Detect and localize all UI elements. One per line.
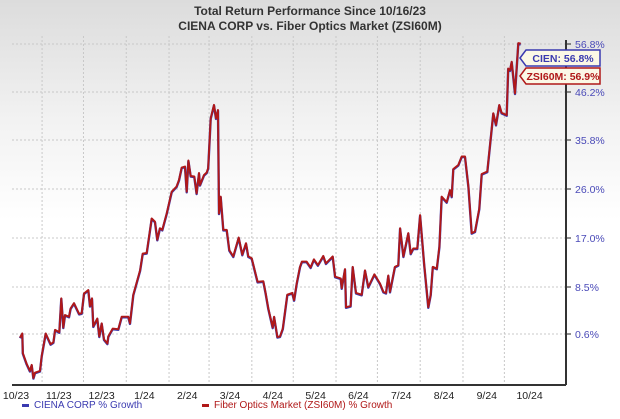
legend-item-cien: CIENA CORP % Growth bbox=[22, 400, 142, 411]
x-tick-label: 8/24 bbox=[434, 390, 455, 402]
x-tick-label: 10/24 bbox=[516, 390, 542, 402]
callout-box bbox=[519, 49, 601, 67]
chart-title: Total Return Performance Since 10/16/23 bbox=[194, 4, 426, 18]
x-tick-label: 4/24 bbox=[263, 390, 284, 402]
chart-subtitle: CIENA CORP vs. Fiber Optics Market (ZSI6… bbox=[178, 19, 442, 33]
x-tick-label: 6/24 bbox=[348, 390, 369, 402]
y-tick-label: 35.8% bbox=[575, 135, 605, 147]
y-tick-label: 56.8% bbox=[575, 39, 605, 51]
legend-swatch-zsi60m bbox=[202, 404, 209, 407]
callout-label: CIEN: 56.8% bbox=[532, 53, 594, 65]
series-line-cien bbox=[18, 42, 522, 380]
y-tick-label: 17.0% bbox=[575, 233, 605, 245]
y-tick-label: 8.5% bbox=[575, 282, 599, 294]
legend-item-zsi60m: Fiber Optics Market (ZSI60M) % Growth bbox=[202, 400, 392, 411]
x-tick-label: 7/24 bbox=[391, 390, 412, 402]
y-tick-label: 46.2% bbox=[575, 87, 605, 99]
legend-label-cien: CIENA CORP % Growth bbox=[34, 400, 143, 411]
x-tick-label: 11/23 bbox=[46, 390, 72, 402]
x-tick-label: 12/23 bbox=[88, 390, 114, 402]
y-tick-label: 26.0% bbox=[575, 184, 605, 196]
y-tick-label: 0.6% bbox=[575, 329, 599, 341]
callout-box bbox=[519, 67, 601, 85]
x-tick-label: 9/24 bbox=[477, 390, 498, 402]
last-value-callout-cien: CIEN: 56.8% bbox=[519, 49, 601, 67]
x-tick-label: 1/24 bbox=[134, 390, 155, 402]
x-tick-label: 5/24 bbox=[305, 390, 326, 402]
x-tick-label: 3/24 bbox=[220, 390, 241, 402]
callout-label: ZSI60M: 56.9% bbox=[527, 71, 601, 83]
last-value-callout-zsi60m: ZSI60M: 56.9% bbox=[519, 67, 601, 85]
legend-swatch-cien bbox=[22, 404, 29, 407]
legend-label-zsi60m: Fiber Optics Market (ZSI60M) % Growth bbox=[214, 400, 393, 411]
series-line-zsi60m bbox=[19, 42, 521, 379]
x-tick-label: 2/24 bbox=[177, 390, 198, 402]
x-tick-label: 10/23 bbox=[3, 390, 29, 402]
